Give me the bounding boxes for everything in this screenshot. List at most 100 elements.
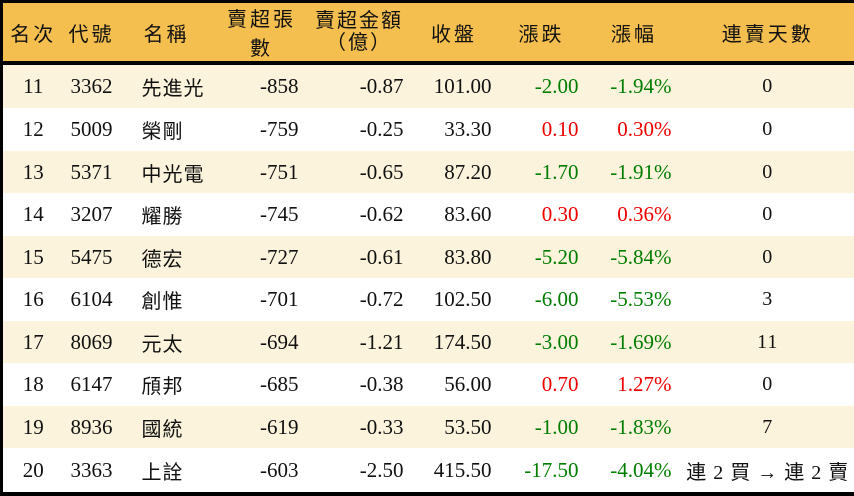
col-header-sell-days: 連賣天數: [681, 1, 854, 65]
cell-code: 8936: [70, 414, 113, 439]
cell-name: 頎邦: [141, 376, 184, 399]
col-header-sell-volume: 賣超張數: [216, 1, 307, 65]
cell-code: 6104: [70, 287, 113, 312]
cell-change-pct: -5.84%: [610, 244, 672, 269]
cell-change-pct: 0.36%: [617, 202, 672, 227]
cell-rank: 15: [22, 244, 44, 269]
cell-close: 83.60: [444, 202, 492, 227]
cell-sell-amount: -0.38: [359, 372, 404, 397]
cell-sell-amount: -0.65: [359, 159, 404, 184]
cell-sell-days: 0: [762, 245, 774, 268]
col-header-change-pct: 漲幅: [586, 1, 682, 65]
cell-sell-days: 0: [762, 203, 774, 226]
table-row: 13 5371 中光電 -751 -0.65 87.20 -1.70 -1.91…: [1, 150, 854, 194]
cell-sell-days: 連 2 買 → 連 2 賣: [686, 461, 850, 484]
cell-close: 83.80: [444, 244, 492, 269]
cell-change-pct: -1.83%: [610, 414, 672, 439]
table-row: 18 6147 頎邦 -685 -0.38 56.00 0.70 1.27% 0: [1, 363, 854, 406]
cell-code: 3362: [70, 74, 113, 99]
cell-sell-days: 0: [762, 75, 774, 98]
cell-name: 榮剛: [141, 121, 184, 144]
cell-sell-amount: -0.87: [359, 74, 404, 99]
cell-sell-amount: -2.50: [359, 457, 404, 482]
cell-change-pct: -1.94%: [610, 74, 672, 99]
cell-change: 0.30: [541, 202, 579, 227]
cell-name: 德宏: [141, 248, 184, 271]
cell-rank: 14: [22, 202, 44, 227]
cell-rank: 18: [22, 372, 44, 397]
cell-sell-days: 3: [762, 288, 774, 311]
cell-name: 先進光: [141, 78, 205, 101]
cell-code: 5475: [70, 244, 113, 269]
cell-rank: 12: [22, 117, 44, 142]
cell-rank: 13: [22, 159, 44, 184]
cell-name: 國統: [141, 418, 184, 441]
cell-change-pct: 1.27%: [617, 372, 672, 397]
cell-change-pct: -4.04%: [610, 457, 672, 482]
cell-sell-days: 0: [762, 373, 774, 396]
table-row: 16 6104 創惟 -701 -0.72 102.50 -6.00 -5.53…: [1, 278, 854, 321]
cell-name: 耀勝: [141, 206, 184, 229]
cell-sell-volume: -694: [260, 329, 299, 354]
cell-sell-amount: -0.33: [359, 414, 404, 439]
cell-sell-volume: -603: [260, 457, 299, 482]
col-header-sell-amount-line1: 賣超金額: [315, 9, 403, 32]
cell-change: -1.00: [534, 414, 579, 439]
cell-change: -3.00: [534, 329, 579, 354]
cell-rank: 16: [22, 287, 44, 312]
table-row: 14 3207 耀勝 -745 -0.62 83.60 0.30 0.36% 0: [1, 193, 854, 236]
cell-code: 3363: [70, 457, 113, 482]
table-row: 12 5009 榮剛 -759 -0.25 33.30 0.10 0.30% 0: [1, 108, 854, 151]
cell-sell-volume: -685: [260, 372, 299, 397]
cell-sell-amount: -1.21: [359, 329, 404, 354]
cell-change-pct: -5.53%: [610, 287, 672, 312]
cell-name: 元太: [141, 333, 184, 356]
cell-change-pct: -1.91%: [610, 159, 672, 184]
col-header-sell-amount: 賣超金額 （億）: [306, 1, 412, 65]
cell-sell-days: 11: [757, 330, 779, 353]
cell-sell-amount: -0.61: [359, 244, 404, 269]
cell-rank: 11: [23, 74, 44, 99]
cell-sell-volume: -745: [260, 202, 299, 227]
cell-code: 5009: [70, 117, 113, 142]
cell-sell-amount: -0.62: [359, 202, 404, 227]
cell-sell-volume: -858: [260, 74, 299, 99]
cell-sell-amount: -0.25: [359, 117, 404, 142]
cell-rank: 19: [22, 414, 44, 439]
cell-sell-volume: -619: [260, 414, 299, 439]
cell-name: 創惟: [141, 291, 184, 314]
col-header-change: 漲跌: [496, 1, 587, 65]
cell-rank: 17: [22, 329, 44, 354]
cell-close: 415.50: [433, 457, 492, 482]
cell-change: -2.00: [534, 74, 579, 99]
cell-change: -1.70: [534, 159, 579, 184]
cell-sell-volume: -751: [260, 159, 299, 184]
cell-change-pct: -1.69%: [610, 329, 672, 354]
col-header-close: 收盤: [411, 1, 497, 65]
cell-close: 56.00: [444, 372, 492, 397]
cell-rank: 20: [22, 457, 44, 482]
table-row: 17 8069 元太 -694 -1.21 174.50 -3.00 -1.69…: [1, 320, 854, 364]
header-row: 名次 代號 名稱 賣超張數 賣超金額 （億） 收盤 漲跌 漲幅 連賣天數: [1, 1, 854, 65]
cell-change: 0.70: [541, 372, 579, 397]
cell-name: 上詮: [141, 461, 184, 484]
cell-sell-days: 0: [762, 160, 774, 183]
table-row: 20 3363 上詮 -603 -2.50 415.50 -17.50 -4.0…: [1, 448, 854, 494]
table-row: 15 5475 德宏 -727 -0.61 83.80 -5.20 -5.84%…: [1, 235, 854, 279]
cell-close: 87.20: [444, 159, 492, 184]
cell-close: 101.00: [433, 74, 492, 99]
table-row: 19 8936 國統 -619 -0.33 53.50 -1.00 -1.83%…: [1, 405, 854, 449]
cell-close: 53.50: [444, 414, 492, 439]
cell-sell-amount: -0.72: [359, 287, 404, 312]
cell-change: -5.20: [534, 244, 579, 269]
cell-code: 8069: [70, 329, 113, 354]
col-header-code: 代號: [63, 1, 120, 65]
cell-code: 5371: [70, 159, 113, 184]
col-header-name: 名稱: [119, 1, 217, 65]
cell-change: -6.00: [534, 287, 579, 312]
cell-sell-volume: -727: [260, 244, 299, 269]
cell-change: 0.10: [541, 117, 579, 142]
table-row: 11 3362 先進光 -858 -0.87 101.00 -2.00 -1.9…: [1, 63, 854, 109]
col-header-sell-amount-line2: （億）: [326, 32, 392, 54]
